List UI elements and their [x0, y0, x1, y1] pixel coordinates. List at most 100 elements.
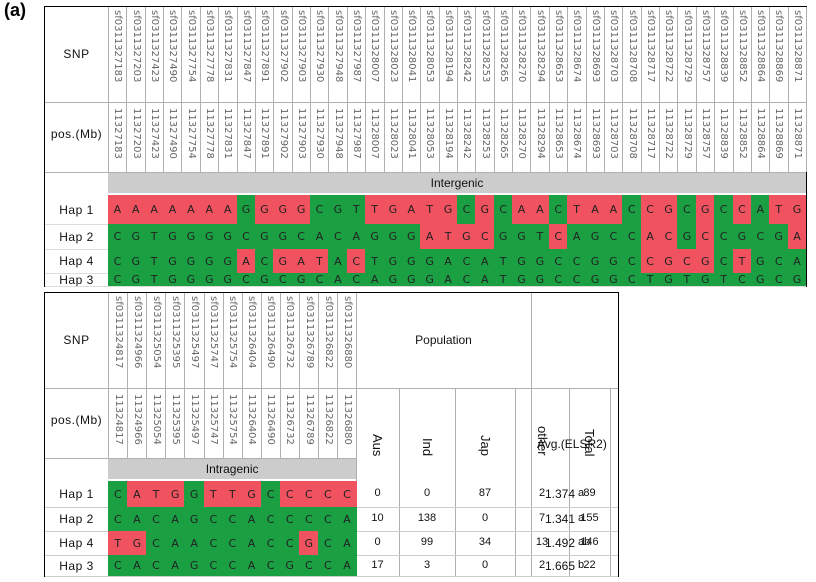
- allele-cell: A: [475, 249, 495, 273]
- grid-line: [310, 7, 312, 172]
- allele-cell: A: [640, 224, 660, 249]
- allele-cell: A: [127, 481, 147, 507]
- snp-header-label: SNP: [63, 333, 90, 347]
- allele-cell: C: [203, 507, 224, 531]
- allele-cell: A: [337, 555, 357, 576]
- allele-cell: C: [622, 195, 642, 224]
- grid-line: [241, 293, 243, 458]
- grid-line: [531, 293, 532, 576]
- position-label: 11328693: [589, 108, 601, 159]
- grid-line: [457, 7, 458, 172]
- snp-id-label: sf0311328265: [497, 10, 509, 83]
- position-label: 11328852: [736, 108, 748, 159]
- allele-cell: C: [732, 273, 752, 286]
- position-label: 11324817: [112, 394, 124, 445]
- allele-cell: G: [695, 273, 715, 286]
- snp-id-label: sf0311328852: [736, 10, 748, 83]
- grid-line: [530, 7, 532, 172]
- population-count: 155: [580, 512, 599, 524]
- population-header: Population: [415, 333, 472, 347]
- allele-cell: C: [203, 555, 224, 576]
- snp-id-label: sf0311328023: [387, 10, 399, 83]
- allele-cell: G: [530, 273, 550, 286]
- position-label: 11328871: [791, 108, 803, 159]
- allele-cell: G: [291, 273, 311, 286]
- allele-cell: C: [279, 531, 300, 555]
- position-label: 11327423: [148, 108, 160, 159]
- significance-letter: b: [578, 558, 585, 571]
- allele-cell: A: [291, 249, 311, 273]
- grid-line: [365, 7, 367, 172]
- allele-cell: C: [108, 507, 128, 531]
- population-column-header: Aus: [370, 433, 385, 456]
- allele-cell: T: [732, 249, 752, 273]
- intergenic-haplotype-table: SNP pos.(Mb) sf0311327183 11327183 sf0311327…: [44, 6, 807, 287]
- allele-cell: T: [365, 249, 385, 273]
- position-label: 11327903: [295, 108, 307, 159]
- position-label: 11328674: [571, 108, 583, 159]
- grid-line: [603, 7, 605, 172]
- allele-cell: G: [530, 249, 550, 273]
- allele-cell: C: [254, 249, 274, 273]
- allele-cell: C: [677, 249, 697, 273]
- allele-cell: G: [184, 507, 204, 531]
- snp-header-label: SNP: [63, 47, 90, 61]
- allele-cell: C: [108, 249, 127, 273]
- position-label: 11327203: [130, 108, 142, 159]
- position-label: 11328053: [424, 108, 436, 159]
- grid-line: [299, 293, 300, 458]
- allele-cell: C: [236, 224, 256, 249]
- allele-cell: A: [181, 195, 201, 224]
- allele-cell: C: [346, 273, 366, 286]
- position-label: 11328717: [644, 108, 656, 159]
- grid-line: [567, 7, 569, 172]
- allele-cell: T: [769, 195, 789, 224]
- grid-line: [218, 7, 220, 172]
- position-label: 11327930: [314, 108, 326, 159]
- haplotype-label: Hap 3: [59, 272, 94, 287]
- grid-line: [222, 293, 224, 458]
- snp-id-label: sf0311328869: [773, 10, 785, 83]
- allele-cell: G: [401, 224, 421, 249]
- position-label: 11326880: [341, 394, 353, 445]
- grid-line: [163, 7, 165, 172]
- allele-cell: C: [457, 195, 476, 224]
- grid-line: [769, 7, 771, 172]
- allele-cell: T: [144, 273, 164, 286]
- population-column-header: Ind: [420, 437, 435, 456]
- grid-line: [622, 7, 624, 172]
- position-label: 11327847: [240, 108, 252, 159]
- allele-cell: G: [273, 249, 293, 273]
- allele-cell: A: [787, 249, 807, 273]
- allele-cell: C: [548, 195, 568, 224]
- allele-cell: G: [241, 481, 262, 507]
- population-count: 99: [420, 536, 434, 548]
- snp-id-label: sf0311327902: [277, 10, 289, 83]
- snp-id-label: sf0311327203: [130, 10, 142, 83]
- snp-id-label: sf0311325747: [208, 296, 220, 369]
- snp-id-label: sf0311324817: [112, 296, 124, 369]
- grid-line: [695, 7, 697, 172]
- allele-cell: C: [146, 531, 166, 555]
- allele-cell: A: [420, 224, 440, 249]
- allele-cell: G: [218, 249, 238, 273]
- snp-id-label: sf0311327930: [314, 10, 326, 83]
- haplotype-label: Hap 1: [59, 202, 94, 217]
- grid-line: [203, 293, 205, 458]
- grid-line: [512, 7, 514, 172]
- avg-value-text: 1.341: [545, 512, 576, 526]
- allele-cell: T: [146, 481, 166, 507]
- grid-line: [356, 388, 618, 389]
- allele-cell: C: [603, 224, 623, 249]
- allele-cell: A: [126, 195, 146, 224]
- snp-id-label: sf0311328270: [516, 10, 528, 83]
- snp-id-label: sf0311326880: [341, 296, 353, 369]
- avg-elsr2-value: 1.374 a: [545, 487, 584, 501]
- avg-value-text: 1.492: [545, 536, 576, 550]
- allele-cell: A: [163, 195, 182, 224]
- snp-id-label: sf0311328693: [589, 10, 601, 83]
- position-label: 11325754: [227, 394, 239, 445]
- population-count: 0: [374, 536, 381, 548]
- population-count: 34: [478, 536, 492, 548]
- allele-cell: A: [603, 195, 623, 224]
